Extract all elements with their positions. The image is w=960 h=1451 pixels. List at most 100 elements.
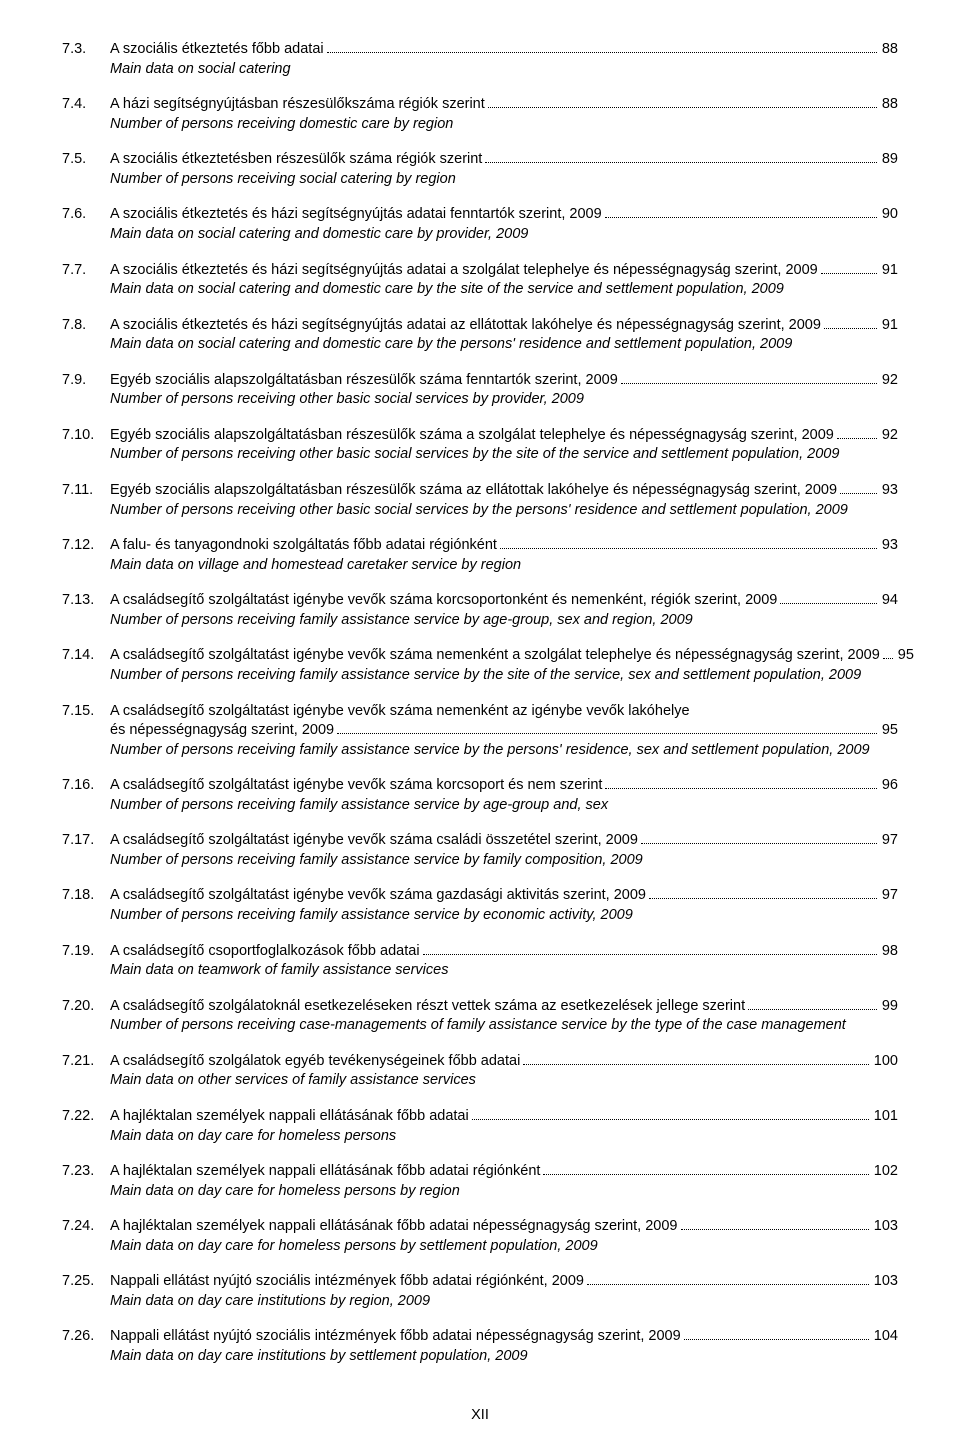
dot-leader (543, 1174, 868, 1175)
toc-title-hu: A családsegítő szolgáltatást igénybe vev… (110, 591, 777, 611)
toc-line: 7.25.Nappali ellátást nyújtó szociális i… (62, 1272, 898, 1292)
dot-leader (824, 328, 877, 329)
toc-entry: 7.20.A családsegítő szolgálatoknál esetk… (62, 997, 898, 1036)
toc-title-hu: A családsegítő szolgáltatást igénybe vev… (110, 831, 638, 851)
toc-page-number: 93 (880, 481, 898, 501)
toc-title-en: Number of persons receiving other basic … (110, 501, 898, 521)
toc-title-en: Number of persons receiving family assis… (110, 796, 898, 816)
toc-title-hu: A házi segítségnyújtásban részesülőkszám… (110, 95, 485, 115)
toc-line: 7.17.A családsegítő szolgáltatást igényb… (62, 831, 898, 851)
toc-number: 7.25. (62, 1272, 110, 1292)
toc-title-hu: A szociális étkeztetés főbb adatai (110, 40, 324, 60)
toc-line: 7.16.A családsegítő szolgáltatást igényb… (62, 776, 898, 796)
toc-entry: 7.13.A családsegítő szolgáltatást igényb… (62, 591, 898, 630)
dot-leader (327, 52, 877, 53)
toc-line: 7.8.A szociális étkeztetés és házi segít… (62, 316, 898, 336)
toc-title-hu: A családsegítő szolgálatoknál esetkezelé… (110, 997, 745, 1017)
toc-number: 7.11. (62, 481, 110, 501)
dot-leader (587, 1284, 869, 1285)
toc-line: és népességnagyság szerint, 200995 (62, 721, 898, 741)
toc-number: 7.24. (62, 1217, 110, 1237)
toc-title-en: Number of persons receiving family assis… (110, 741, 898, 761)
toc-title-hu: Egyéb szociális alapszolgáltatásban rész… (110, 371, 618, 391)
toc-page-number: 101 (872, 1107, 898, 1127)
toc-title-en: Number of persons receiving other basic … (110, 390, 898, 410)
dot-leader (500, 548, 877, 549)
toc-entry: 7.25.Nappali ellátást nyújtó szociális i… (62, 1272, 898, 1311)
toc-number: 7.12. (62, 536, 110, 556)
toc-entry: 7.21.A családsegítő szolgálatok egyéb te… (62, 1052, 898, 1091)
toc-title-en: Main data on social catering and domesti… (110, 280, 898, 300)
toc-number: 7.13. (62, 591, 110, 611)
toc-entry: 7.8.A szociális étkeztetés és házi segít… (62, 316, 898, 355)
dot-leader (883, 658, 893, 659)
toc-title-en: Number of persons receiving domestic car… (110, 115, 898, 135)
toc-title-hu: A falu- és tanyagondnoki szolgáltatás fő… (110, 536, 497, 556)
dot-leader (641, 843, 877, 844)
dot-leader (840, 493, 877, 494)
toc-page-number: 92 (880, 371, 898, 391)
dot-leader (821, 273, 877, 274)
toc-line: 7.9.Egyéb szociális alapszolgáltatásban … (62, 371, 898, 391)
toc-number: 7.3. (62, 40, 110, 60)
toc-title-hu: A szociális étkeztetés és házi segítségn… (110, 205, 602, 225)
toc-page-number: 95 (880, 721, 898, 741)
toc-title-hu: A családsegítő szolgáltatást igénybe vev… (110, 886, 646, 906)
toc-page-number: 88 (880, 40, 898, 60)
dot-leader (337, 733, 877, 734)
toc-page-number: 91 (880, 316, 898, 336)
toc-number: 7.9. (62, 371, 110, 391)
toc-title-hu: Egyéb szociális alapszolgáltatásban rész… (110, 481, 837, 501)
toc-title-hu: A szociális étkeztetés és házi segítségn… (110, 316, 821, 336)
toc-entry: 7.12.A falu- és tanyagondnoki szolgáltat… (62, 536, 898, 575)
dot-leader (423, 954, 877, 955)
toc-entry: 7.9.Egyéb szociális alapszolgáltatásban … (62, 371, 898, 410)
toc-line: 7.21.A családsegítő szolgálatok egyéb te… (62, 1052, 898, 1072)
toc-title-en: Main data on other services of family as… (110, 1071, 898, 1091)
toc-list: 7.3.A szociális étkeztetés főbb adatai 88… (62, 40, 898, 1367)
toc-entry: 7.5.A szociális étkeztetésben részesülők… (62, 150, 898, 189)
toc-line: 7.13.A családsegítő szolgáltatást igényb… (62, 591, 898, 611)
toc-title-hu: A családsegítő szolgáltatást igénybe vev… (110, 646, 880, 666)
toc-line: 7.26.Nappali ellátást nyújtó szociális i… (62, 1327, 898, 1347)
toc-page-number: 88 (880, 95, 898, 115)
toc-page-number: 100 (872, 1052, 898, 1072)
toc-title-hu: A családsegítő szolgáltatást igénybe vev… (110, 702, 690, 722)
toc-title-en: Main data on day care institutions by se… (110, 1347, 898, 1367)
toc-line: 7.3.A szociális étkeztetés főbb adatai 88 (62, 40, 898, 60)
toc-title-en: Main data on day care for homeless perso… (110, 1237, 898, 1257)
toc-number: 7.15. (62, 702, 110, 722)
toc-number: 7.21. (62, 1052, 110, 1072)
toc-line: 7.10.Egyéb szociális alapszolgáltatásban… (62, 426, 898, 446)
dot-leader (748, 1009, 877, 1010)
toc-number: 7.6. (62, 205, 110, 225)
dot-leader (523, 1064, 868, 1065)
toc-page-number: 95 (896, 646, 914, 666)
toc-line: 7.5.A szociális étkeztetésben részesülők… (62, 150, 898, 170)
toc-entry: 7.7.A szociális étkeztetés és házi segít… (62, 261, 898, 300)
toc-line: 7.24.A hajléktalan személyek nappali ell… (62, 1217, 898, 1237)
toc-number: 7.19. (62, 942, 110, 962)
toc-title-hu: A családsegítő szolgálatok egyéb tevéken… (110, 1052, 520, 1072)
toc-line: 7.7.A szociális étkeztetés és házi segít… (62, 261, 898, 281)
toc-title-en: Main data on social catering (110, 60, 898, 80)
toc-number: 7.22. (62, 1107, 110, 1127)
toc-line: 7.14.A családsegítő szolgáltatást igényb… (62, 646, 898, 666)
toc-title-en: Number of persons receiving case-managem… (110, 1016, 898, 1036)
toc-line: 7.20.A családsegítő szolgálatoknál esetk… (62, 997, 898, 1017)
toc-number: 7.20. (62, 997, 110, 1017)
toc-title-hu: A szociális étkeztetés és házi segítségn… (110, 261, 818, 281)
toc-page-number: 102 (872, 1162, 898, 1182)
toc-number: 7.7. (62, 261, 110, 281)
toc-entry: 7.19.A családsegítő csoportfoglalkozások… (62, 942, 898, 981)
toc-title-en: Main data on day care institutions by re… (110, 1292, 898, 1312)
toc-number: 7.26. (62, 1327, 110, 1347)
toc-page-number: 94 (880, 591, 898, 611)
toc-page-number: 103 (872, 1272, 898, 1292)
toc-page-number: 103 (872, 1217, 898, 1237)
toc-title-en: Number of persons receiving social cater… (110, 170, 898, 190)
toc-entry: 7.11.Egyéb szociális alapszolgáltatásban… (62, 481, 898, 520)
toc-line: 7.19.A családsegítő csoportfoglalkozások… (62, 942, 898, 962)
toc-line: 7.18.A családsegítő szolgáltatást igényb… (62, 886, 898, 906)
toc-number: 7.18. (62, 886, 110, 906)
